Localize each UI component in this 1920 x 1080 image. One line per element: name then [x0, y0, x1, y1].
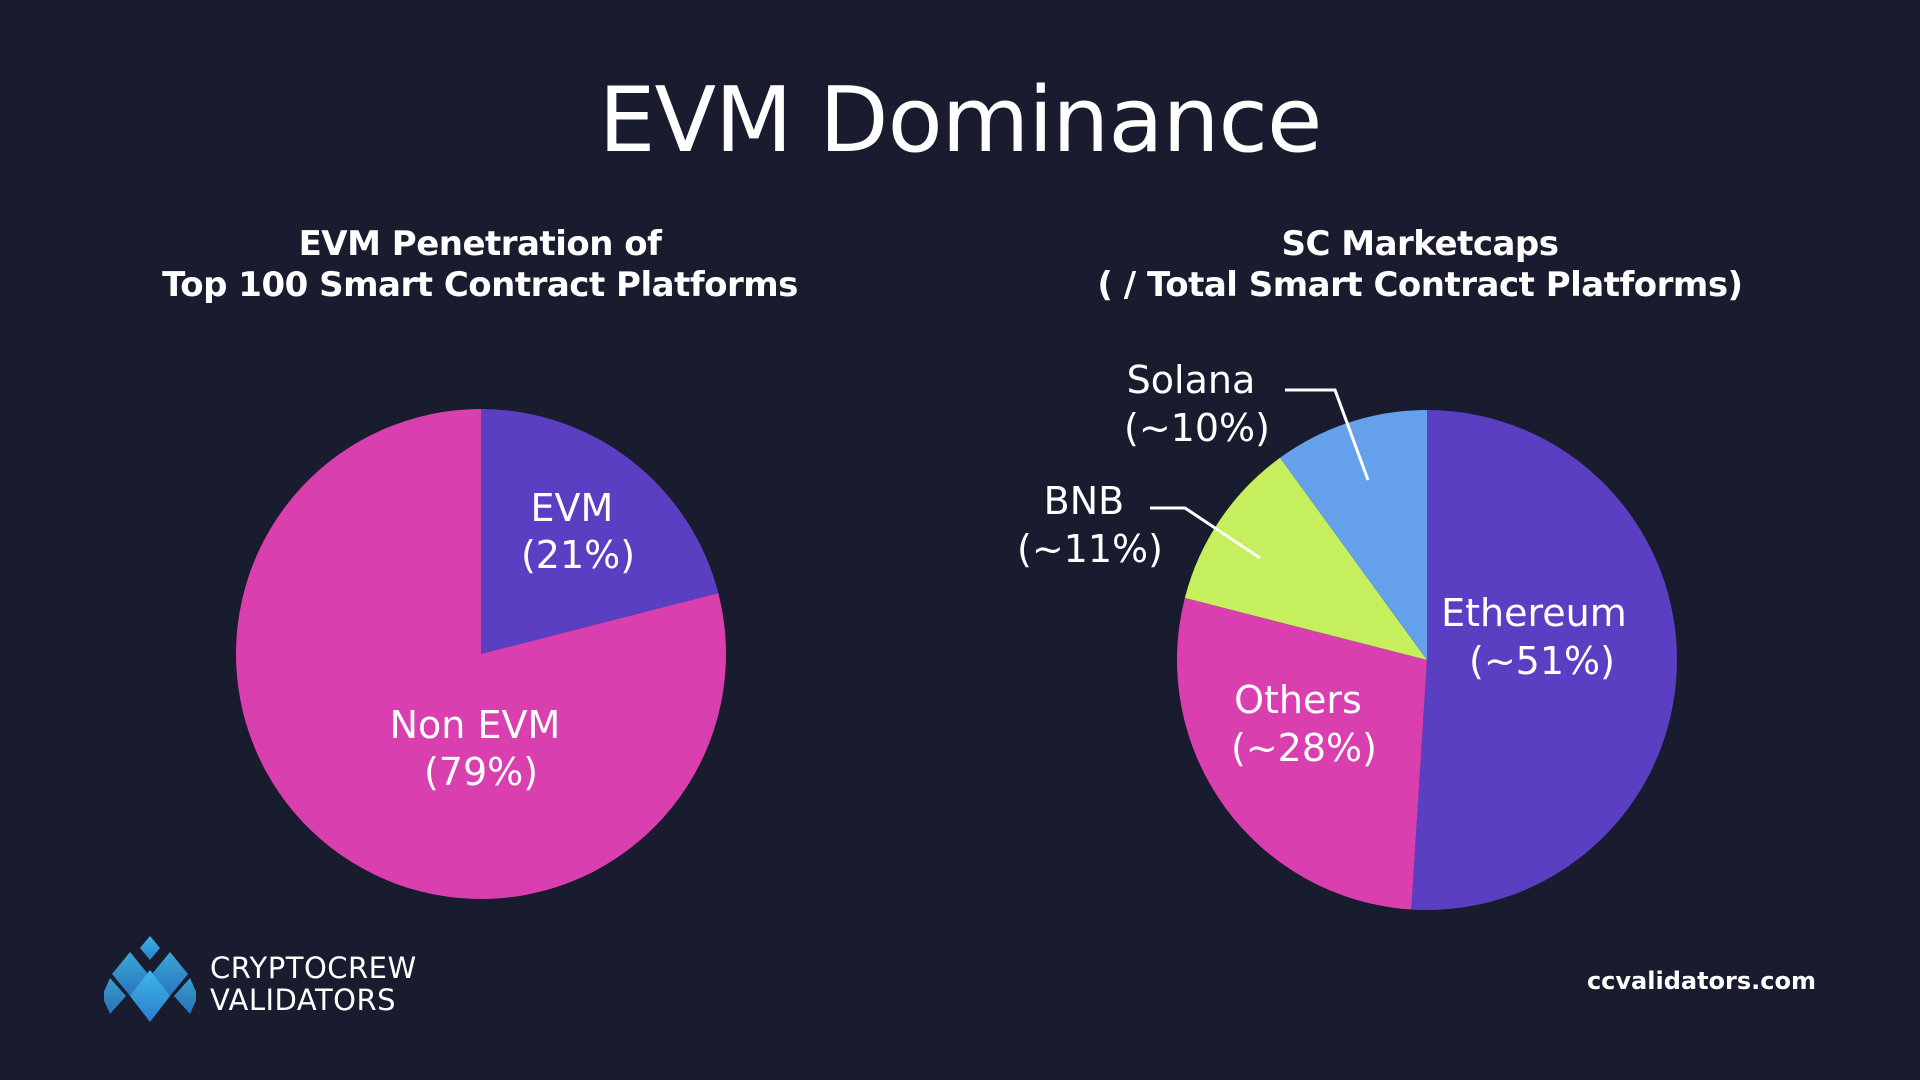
solana-leader-line [1285, 388, 1370, 481]
evm-slice-label: EVM (21%) [521, 486, 635, 577]
right-chart-title-line-2: ( / Total Smart Contract Platforms) [1097, 265, 1743, 305]
solana-slice-label: Solana (~10%) [1124, 358, 1270, 450]
bnb-leader-line [1150, 506, 1261, 560]
right-chart-title-line-1: SC Marketcaps [1281, 224, 1559, 264]
ethereum-slice-label: Ethereum (~51%) [1441, 591, 1639, 683]
cryptocrew-diamond-logo-icon [102, 936, 198, 1022]
sc-marketcaps-pie [1177, 410, 1678, 911]
left-chart-title: EVM Penetration of Top 100 Smart Contrac… [130, 224, 830, 306]
non-evm-slice-label: Non EVM (79%) [390, 703, 573, 794]
cryptocrew-logo: CRYPTOCREW VALIDATORS [102, 934, 424, 1024]
others-slice-label: Others (~28%) [1231, 678, 1377, 770]
logo-line-2: VALIDATORS [210, 983, 397, 1017]
page-title: EVM Dominance [598, 68, 1323, 173]
left-chart-title-line-1: EVM Penetration of [298, 224, 662, 264]
logo-wordmark: CRYPTOCREW VALIDATORS [210, 952, 417, 1016]
solana-slice [1280, 410, 1427, 660]
left-chart-title-line-2: Top 100 Smart Contract Platforms [162, 265, 798, 305]
right-chart-title: SC Marketcaps ( / Total Smart Contract P… [1070, 224, 1770, 306]
bnb-slice [1184, 457, 1427, 660]
evm-penetration-pie [235, 409, 726, 900]
evm-slice [481, 409, 719, 654]
logo-line-1: CRYPTOCREW [210, 951, 417, 985]
website-url: ccvalidators.com [1586, 967, 1816, 995]
non-evm-slice [235, 409, 726, 900]
ethereum-slice [1411, 410, 1678, 911]
bnb-slice-label: BNB (~11%) [1017, 479, 1163, 571]
others-slice [1177, 597, 1427, 910]
